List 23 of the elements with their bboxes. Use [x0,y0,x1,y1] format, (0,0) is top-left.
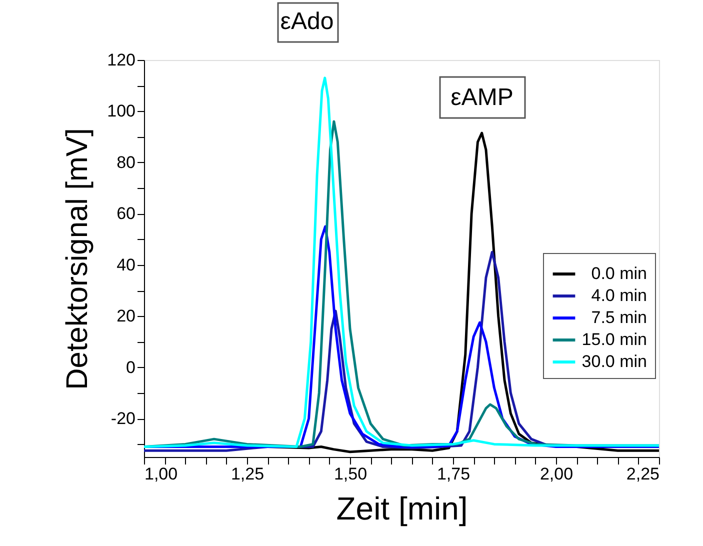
legend-label: 0.0 min [591,264,647,283]
y-tick-label: 60 [116,204,136,224]
y-axis-title: Detektorsignal [mV] [61,128,94,390]
legend-label: 4.0 min [591,286,647,305]
y-tick-label: 80 [116,152,136,172]
y-tick-label: 100 [107,102,136,121]
legend-label: 15.0 min [582,330,647,349]
y-tick-label: -20 [110,409,136,428]
legend-label: 30.0 min [582,352,647,371]
x-tick-label: 2,00 [540,464,574,484]
legend-label: 7.5 min [591,308,647,327]
x-tick-label: 1,75 [436,464,470,484]
annotation: εAMP [450,84,514,111]
x-axis-title: Zeit [min] [336,490,468,526]
text: εAdo [280,8,334,35]
x-tick-label: 1,00 [144,464,178,484]
y-tick-label: 40 [116,255,136,274]
x-tick-label: 2,25 [626,464,660,484]
y-tick-label: 120 [107,50,136,70]
x-tick-label: 1,25 [230,464,264,484]
y-tick-label: 20 [116,306,136,326]
y-tick-label: 0 [126,358,136,377]
x-tick-label: 1,50 [334,464,368,484]
